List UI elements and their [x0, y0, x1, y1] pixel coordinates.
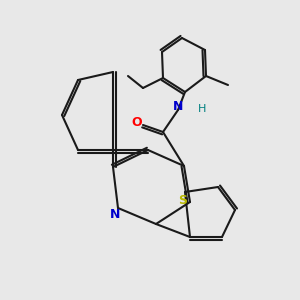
Text: O: O — [132, 116, 142, 130]
Text: N: N — [173, 100, 183, 113]
Text: H: H — [198, 104, 206, 114]
Text: S: S — [178, 194, 188, 206]
Text: N: N — [110, 208, 120, 220]
